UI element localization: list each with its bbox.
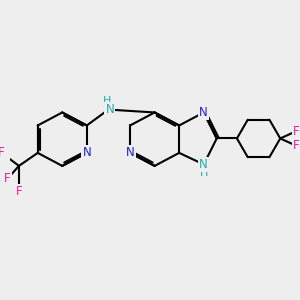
Text: F: F <box>293 125 299 138</box>
Text: H: H <box>200 168 208 178</box>
Text: F: F <box>16 185 22 198</box>
Text: H: H <box>103 97 111 106</box>
Text: F: F <box>4 172 11 185</box>
Text: N: N <box>106 103 114 116</box>
Text: F: F <box>0 146 5 159</box>
Text: N: N <box>126 146 134 159</box>
Text: N: N <box>200 158 208 171</box>
Text: N: N <box>200 106 208 119</box>
Text: F: F <box>293 139 299 152</box>
Text: N: N <box>82 146 91 159</box>
